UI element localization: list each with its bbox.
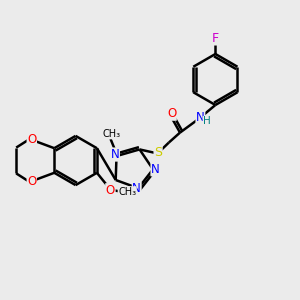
Text: N: N — [151, 163, 160, 176]
Text: N: N — [196, 111, 205, 124]
Text: F: F — [212, 32, 219, 45]
Text: O: O — [27, 175, 36, 188]
Text: CH₃: CH₃ — [103, 129, 121, 139]
Text: N: N — [132, 182, 141, 195]
Text: N: N — [111, 148, 119, 161]
Text: CH₃: CH₃ — [118, 187, 136, 197]
Text: S: S — [154, 146, 162, 159]
Text: H: H — [203, 116, 211, 127]
Text: O: O — [27, 133, 36, 146]
Text: O: O — [167, 107, 176, 120]
Text: O: O — [106, 184, 115, 197]
